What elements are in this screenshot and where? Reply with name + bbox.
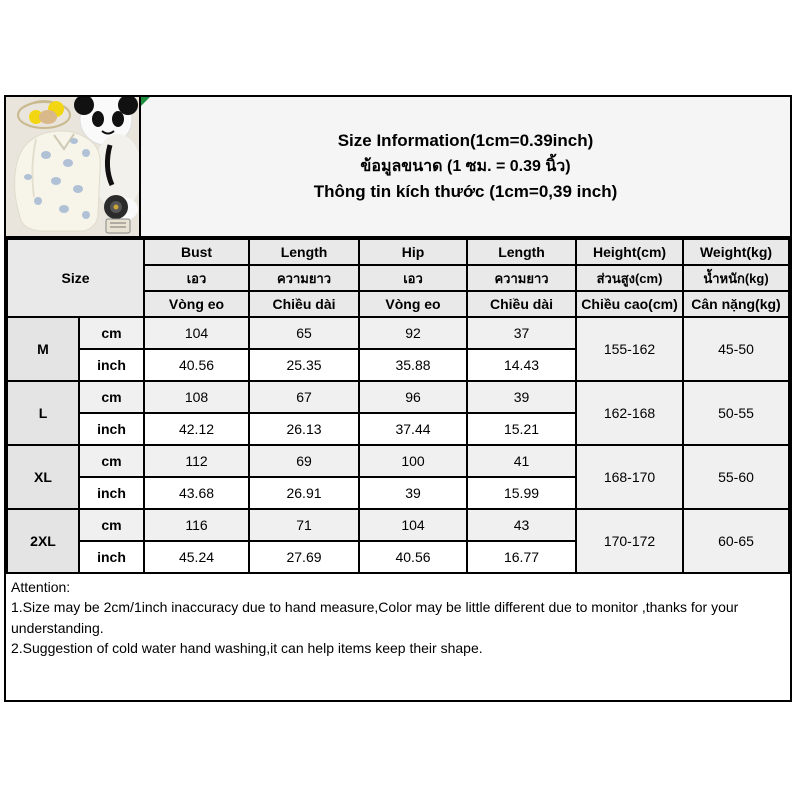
row-2xl-cm: 2XL cm 116 71 104 43 170-172 60-65 [6, 508, 790, 574]
size-2xl: 2XL [6, 508, 80, 574]
header-row-th: เอว ความยาว เอว ความยาว ส่วนสูง(cm) น้ำห… [7, 264, 790, 292]
col-weight-en: Weight(kg) [682, 238, 790, 266]
top-band: Size Information(1cm=0.39inch) ข้อมูลขนา… [6, 97, 790, 238]
l-weight: 50-55 [682, 380, 790, 446]
m-bust-inch: 40.56 [143, 348, 251, 382]
size-chart-content: Size Information(1cm=0.39inch) ข้อมูลขนา… [4, 95, 792, 702]
col-length2-en: Length [466, 238, 578, 266]
col-height-en: Height(cm) [575, 238, 685, 266]
unit-inch: inch [77, 348, 146, 382]
m-bust-cm: 104 [143, 316, 251, 350]
2xl-length1-inch: 27.69 [248, 540, 361, 574]
row-m-cm: M cm 104 65 92 37 155-162 45-50 [6, 316, 790, 382]
col-bust-vi: Vòng eo [143, 290, 251, 318]
2xl-length2-cm: 43 [466, 508, 578, 542]
2xl-height: 170-172 [575, 508, 685, 574]
attention-note-2: 2.Suggestion of cold water hand washing,… [11, 639, 483, 656]
l-bust-inch: 42.12 [143, 412, 251, 446]
col-length2-th: ความยาว [466, 264, 578, 292]
row-xl-cm: XL cm 112 69 100 41 168-170 55-60 [6, 444, 790, 510]
m-length1-cm: 65 [248, 316, 361, 350]
l-bust-cm: 108 [143, 380, 251, 414]
row-l-cm: L cm 108 67 96 39 162-168 50-55 [6, 380, 790, 446]
title-english: Size Information(1cm=0.39inch) [337, 131, 594, 150]
attention-note-1: 1.Size may be 2cm/1inch inaccuracy due t… [11, 599, 739, 636]
col-length2-vi: Chiều dài [466, 290, 578, 318]
size-m: M [6, 316, 80, 382]
l-hip-inch: 37.44 [358, 412, 469, 446]
2xl-hip-inch: 40.56 [358, 540, 469, 574]
xl-weight: 55-60 [682, 444, 790, 510]
m-length2-cm: 37 [466, 316, 578, 350]
row-xl-inch: inch 43.68 26.91 39 15.99 [7, 476, 789, 510]
title-vietnamese: Thông tin kích thước (1cm=0,39 inch) [313, 182, 618, 201]
unit-inch: inch [77, 476, 146, 510]
attention-section: Attention: 1.Size may be 2cm/1inch inacc… [6, 574, 790, 700]
col-length1-en: Length [248, 238, 361, 266]
row-2xl-inch: inch 45.24 27.69 40.56 16.77 [7, 540, 789, 574]
l-length1-inch: 26.13 [248, 412, 361, 446]
product-photo-illustration [6, 97, 139, 236]
2xl-weight: 60-65 [682, 508, 790, 574]
2xl-length1-cm: 71 [248, 508, 361, 542]
unit-cm: cm [77, 380, 146, 414]
size-xl: XL [6, 444, 80, 510]
title-cell: Size Information(1cm=0.39inch) ข้อมูลขนา… [141, 97, 790, 236]
l-height: 162-168 [575, 380, 685, 446]
col-height-th: ส่วนสูง(cm) [575, 264, 685, 292]
2xl-bust-cm: 116 [143, 508, 251, 542]
col-bust-en: Bust [143, 238, 251, 266]
2xl-length2-inch: 16.77 [466, 540, 578, 574]
xl-hip-cm: 100 [358, 444, 469, 478]
l-length1-cm: 67 [248, 380, 361, 414]
col-weight-th: น้ำหนัก(kg) [682, 264, 790, 292]
xl-hip-inch: 39 [358, 476, 469, 510]
xl-bust-cm: 112 [143, 444, 251, 478]
col-bust-th: เอว [143, 264, 251, 292]
col-hip-en: Hip [358, 238, 469, 266]
2xl-bust-inch: 45.24 [143, 540, 251, 574]
col-height-vi: Chiều cao(cm) [575, 290, 685, 318]
col-hip-th: เอว [358, 264, 469, 292]
row-l-inch: inch 42.12 26.13 37.44 15.21 [7, 412, 789, 446]
xl-length2-inch: 15.99 [466, 476, 578, 510]
size-table: Size Bust Length Hip Length Height(cm) W… [5, 238, 790, 574]
unit-cm: cm [77, 508, 146, 542]
l-length2-cm: 39 [466, 380, 578, 414]
title-thai: ข้อมูลขนาด (1 ซม. = 0.39 นิ้ว) [360, 158, 571, 175]
header-row-vi: Vòng eo Chiều dài Vòng eo Chiều dài Chiề… [7, 290, 790, 318]
size-header: Size [5, 238, 146, 318]
col-length1-th: ความยาว [248, 264, 361, 292]
unit-cm: cm [77, 444, 146, 478]
unit-cm: cm [77, 316, 146, 350]
2xl-hip-cm: 104 [358, 508, 469, 542]
size-l: L [6, 380, 80, 446]
product-photo [6, 97, 141, 236]
xl-bust-inch: 43.68 [143, 476, 251, 510]
m-weight: 45-50 [682, 316, 790, 382]
m-length2-inch: 14.43 [466, 348, 578, 382]
m-hip-inch: 35.88 [358, 348, 469, 382]
m-length1-inch: 25.35 [248, 348, 361, 382]
unit-inch: inch [77, 540, 146, 574]
col-hip-vi: Vòng eo [358, 290, 469, 318]
attention-heading: Attention: [11, 579, 71, 595]
row-m-inch: inch 40.56 25.35 35.88 14.43 [7, 348, 789, 382]
header-row-en: Size Bust Length Hip Length Height(cm) W… [5, 238, 790, 318]
xl-height: 168-170 [575, 444, 685, 510]
xl-length1-inch: 26.91 [248, 476, 361, 510]
col-weight-vi: Cân nặng(kg) [682, 290, 790, 318]
xl-length1-cm: 69 [248, 444, 361, 478]
xl-length2-cm: 41 [466, 444, 578, 478]
unit-inch: inch [77, 412, 146, 446]
l-length2-inch: 15.21 [466, 412, 578, 446]
l-hip-cm: 96 [358, 380, 469, 414]
m-hip-cm: 92 [358, 316, 469, 350]
excel-comment-marker-icon [141, 97, 150, 106]
col-length1-vi: Chiều dài [248, 290, 361, 318]
m-height: 155-162 [575, 316, 685, 382]
